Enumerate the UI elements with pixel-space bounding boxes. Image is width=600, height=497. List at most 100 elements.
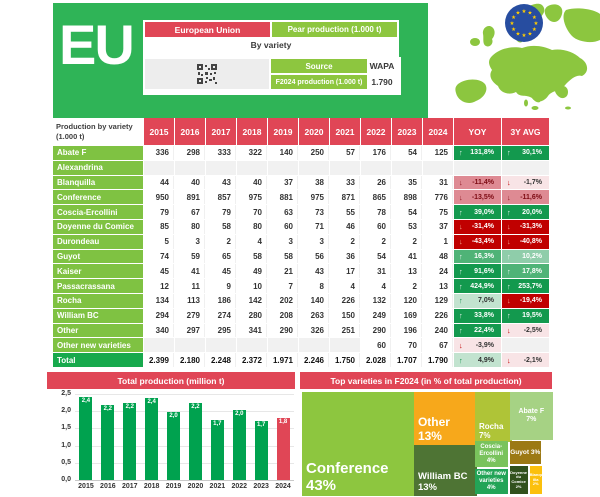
table-cell — [299, 338, 329, 353]
table-cell: 59 — [175, 249, 205, 264]
table-cell: 8 — [299, 279, 329, 293]
trend-arrow-icon: ↑ — [459, 148, 463, 158]
x-axis-tick: 2018 — [143, 483, 160, 490]
table-cell: 975 — [299, 190, 329, 205]
table-cell: 44 — [144, 175, 174, 190]
treemap-cell-label: Guyot 3% — [510, 449, 541, 457]
table-cell: 975 — [237, 190, 267, 205]
table-cell: 250 — [299, 146, 329, 160]
table-cell: 240 — [423, 323, 453, 338]
flag-star-icon: ★ — [516, 11, 521, 17]
table-cell: 263 — [299, 308, 329, 323]
avg-cell: ↑ 253,7% — [502, 279, 549, 293]
avg-cell: ↓ -31,3% — [502, 219, 549, 234]
avg-cell: ↑ 17,8% — [502, 264, 549, 279]
treemap-cell-conference: Conference 43% — [302, 392, 416, 496]
bar-2020: 2,2 — [188, 402, 202, 480]
title-panel: European Union Pear production (1.000 t)… — [143, 20, 399, 57]
table-cell: 63 — [268, 205, 298, 219]
table-cell — [361, 160, 391, 175]
trend-arrow-icon: ↓ — [459, 177, 463, 187]
table-cell — [268, 338, 298, 353]
yoy-cell: ↓ -3,9% — [454, 338, 501, 353]
avg-cell: ↑ 19,5% — [502, 308, 549, 323]
variety-label: William BC — [53, 308, 143, 323]
table-cell: 70 — [392, 338, 422, 353]
table-cell: 113 — [175, 293, 205, 308]
trend-value: 16,3% — [474, 252, 494, 260]
total-production-chart: 2,5 2,0 1,5 1,0 0,5 0,0 2,4 2015 2,2 2016 2,2 2017 2… — [47, 390, 295, 497]
bar-value-label: 2,0 — [169, 413, 178, 420]
table-cell: 40 — [237, 175, 267, 190]
table-cell: 36 — [330, 249, 360, 264]
year-header: 2020 — [299, 118, 329, 145]
trend-arrow-icon: ↑ — [507, 311, 511, 321]
avg-cell — [502, 160, 549, 175]
table-cell: 57 — [330, 146, 360, 160]
table-cell: 176 — [361, 146, 391, 160]
variety-label: Durondeau — [53, 234, 143, 249]
trend-arrow-icon: ↑ — [507, 281, 511, 291]
trend-arrow-icon: ↓ — [507, 296, 511, 306]
table-cell — [423, 160, 453, 175]
table-cell: 4 — [237, 234, 267, 249]
avg-cell — [502, 338, 549, 353]
table-cell: 60 — [361, 338, 391, 353]
table-cell: 865 — [361, 190, 391, 205]
treemap-cell-guyot: Guyot 3% — [509, 441, 541, 465]
trend-arrow-icon: ↓ — [507, 177, 511, 187]
yoy-cell: ↑ 33,8% — [454, 308, 501, 323]
treemap-cell-label: Abate F — [518, 407, 545, 415]
y-axis-tick: 0,0 — [61, 476, 71, 483]
trend-value: 20,0% — [522, 208, 542, 216]
x-axis-tick: 2016 — [100, 483, 116, 490]
treemap-cell-label: Blanqu — [529, 472, 542, 478]
table-cell: 1.750 — [330, 353, 360, 367]
table-cell: 80 — [175, 219, 205, 234]
table-cell: 140 — [268, 146, 298, 160]
trend-arrow-icon: ↑ — [459, 311, 463, 321]
table-cell: 79 — [206, 205, 236, 219]
table-cell: 2 — [392, 234, 422, 249]
table-cell: 85 — [144, 219, 174, 234]
treemap-cell-label: Conference 43% — [306, 459, 389, 494]
trend-value: 7,0% — [478, 297, 494, 305]
table-cell: 295 — [206, 323, 236, 338]
gridline — [75, 394, 294, 395]
bar-2015: 2,4 — [79, 397, 93, 480]
trend-arrow-icon: ↑ — [459, 207, 463, 217]
trend-arrow-icon: ↑ — [459, 355, 463, 365]
table-cell: 48 — [423, 249, 453, 264]
year-header: 2015 — [144, 118, 174, 145]
trend-arrow-icon: ↑ — [459, 281, 463, 291]
table-cell: 70 — [237, 205, 267, 219]
table-cell: 125 — [423, 146, 453, 160]
bar-2016: 2,2 — [101, 405, 115, 480]
table-cell: 274 — [206, 308, 236, 323]
table-cell: 33 — [330, 175, 360, 190]
trend-value: 10,2% — [522, 252, 542, 260]
table-cell: 2 — [392, 279, 422, 293]
table-cell: 21 — [268, 264, 298, 279]
table-cell: 2.180 — [175, 353, 205, 367]
table-cell: 37 — [268, 175, 298, 190]
gridline — [75, 428, 294, 430]
table-cell: 10 — [237, 279, 267, 293]
trend-value: -40,8% — [519, 238, 542, 246]
avg-cell: ↑ 10,2% — [502, 249, 549, 264]
table-cell: 11 — [175, 279, 205, 293]
table-cell: 297 — [175, 323, 205, 338]
table-cell: 5 — [144, 234, 174, 249]
table-cell: 208 — [268, 308, 298, 323]
table-cell: 31 — [423, 175, 453, 190]
table-cell: 31 — [361, 264, 391, 279]
table-cell: 43 — [206, 175, 236, 190]
table-cell — [144, 338, 174, 353]
trend-value: -31,4% — [471, 223, 494, 231]
flag-star-icon: ★ — [532, 15, 537, 21]
trend-arrow-icon: ↑ — [507, 266, 511, 276]
table-cell: 881 — [268, 190, 298, 205]
table-cell: 2.399 — [144, 353, 174, 367]
table-cell: 2.028 — [361, 353, 391, 367]
flag-star-icon: ★ — [522, 9, 527, 15]
